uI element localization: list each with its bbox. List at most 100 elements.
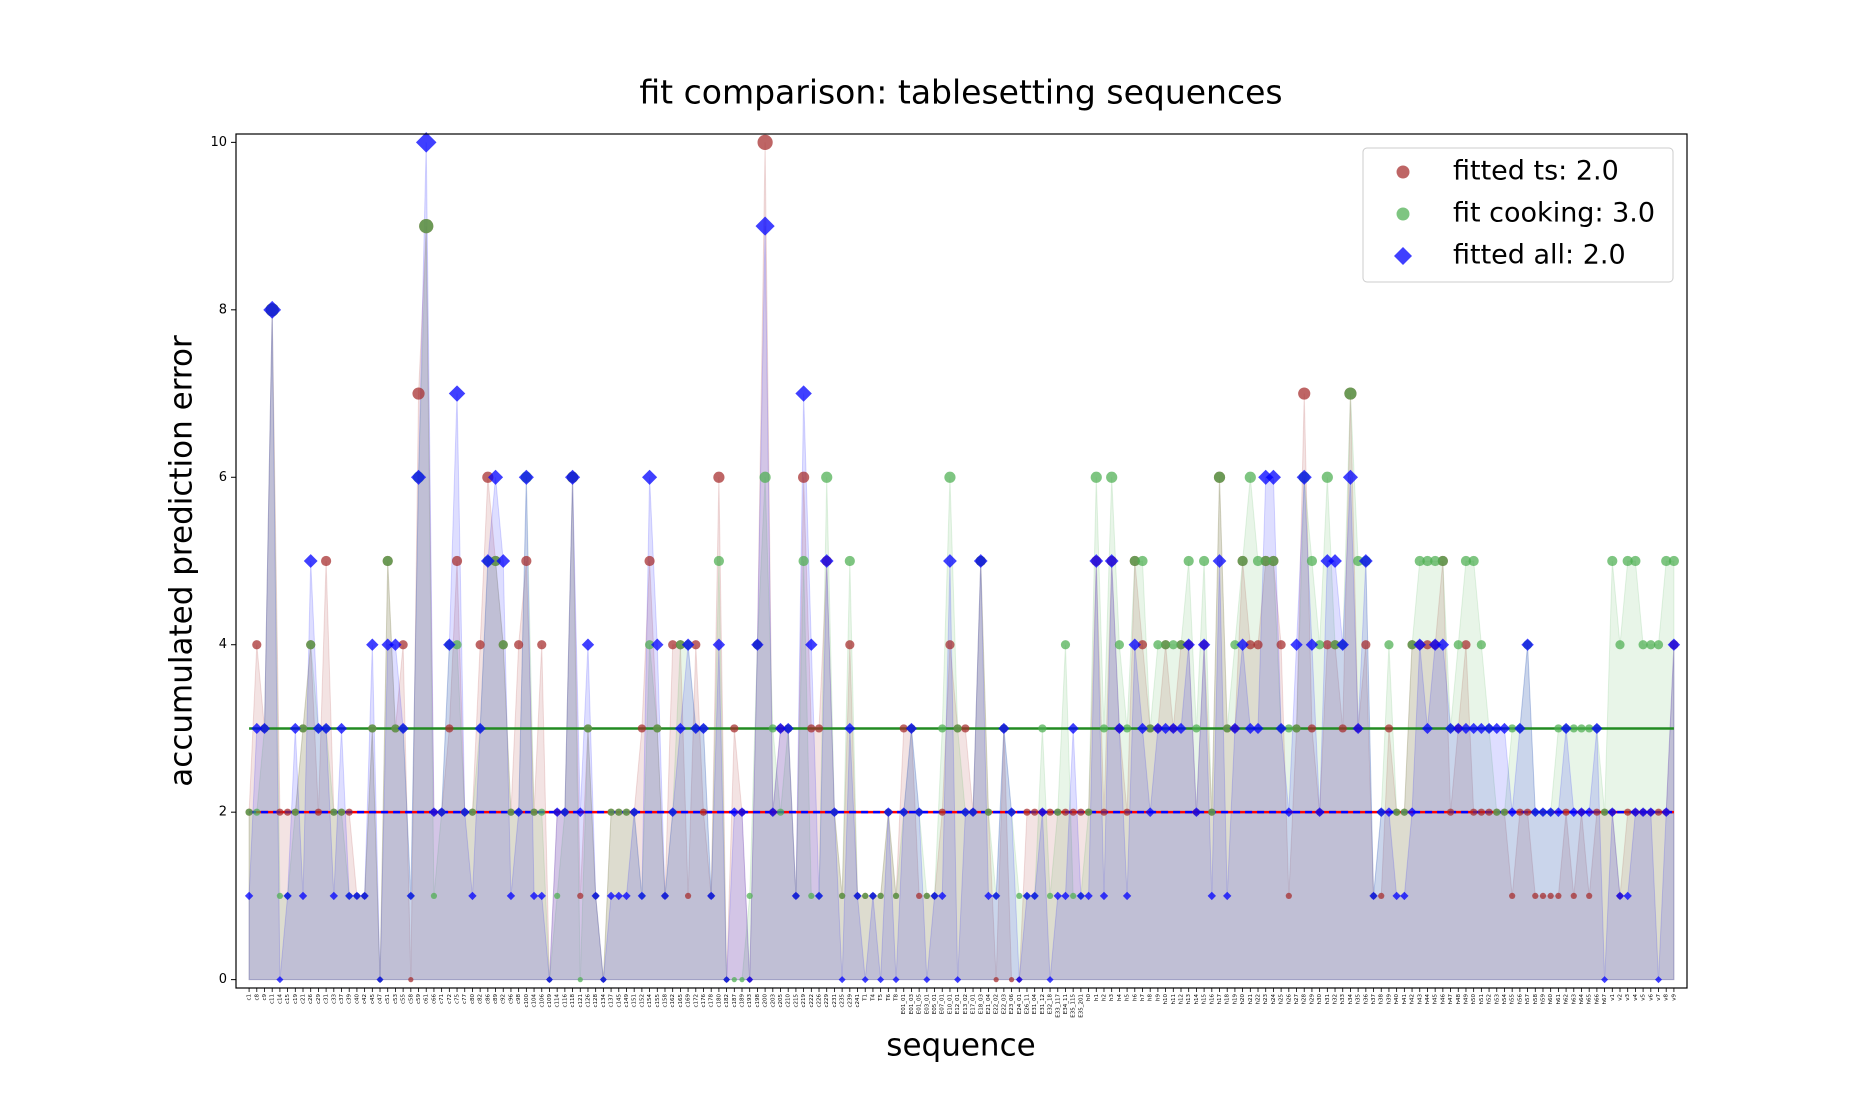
data-point — [263, 300, 282, 319]
data-point — [968, 807, 978, 818]
data-point — [1393, 808, 1401, 816]
data-point — [545, 976, 553, 984]
data-point — [1630, 807, 1641, 818]
x-tick-label: h1 — [1094, 994, 1100, 1001]
data-point — [1023, 808, 1031, 816]
data-point — [1475, 722, 1487, 734]
data-point — [382, 555, 393, 567]
x-tick-label: h22 — [1256, 994, 1262, 1004]
data-point — [1077, 808, 1085, 816]
x-tick-label: c200 — [763, 994, 769, 1008]
data-point — [1031, 808, 1039, 816]
data-point — [1104, 554, 1119, 568]
data-point — [1601, 976, 1609, 984]
x-tick-label: h9 — [1155, 994, 1161, 1001]
legend-marker — [1396, 207, 1410, 221]
x-tick-label: E18_03 — [978, 994, 984, 1015]
x-tick-label: c203 — [770, 994, 776, 1008]
x-tick-label: c89 — [493, 994, 499, 1005]
x-tick-label: E01_01 — [901, 994, 907, 1014]
x-tick-label: c155 — [655, 994, 661, 1008]
data-point — [1607, 555, 1618, 567]
x-tick-label: T6 — [886, 993, 892, 1001]
data-point — [345, 891, 354, 901]
data-point — [391, 724, 400, 733]
y-tick-label: 8 — [219, 302, 227, 317]
data-point — [1290, 638, 1303, 651]
x-tick-label: h28 — [1302, 993, 1308, 1004]
data-point — [838, 976, 846, 984]
data-point — [1600, 808, 1609, 816]
data-point — [1060, 640, 1071, 650]
data-point — [993, 977, 999, 983]
data-point — [1407, 640, 1417, 650]
data-point — [960, 807, 971, 818]
x-tick-label: c198 — [755, 994, 761, 1008]
data-point — [1253, 640, 1263, 650]
x-tick-label: h21 — [1248, 994, 1254, 1004]
data-point — [877, 892, 884, 900]
data-point — [1523, 808, 1532, 816]
x-tick-label: h41 — [1402, 994, 1408, 1004]
data-point — [713, 555, 724, 567]
data-point — [1330, 640, 1340, 650]
data-point — [1638, 807, 1648, 818]
data-point — [943, 554, 957, 568]
data-point — [366, 638, 379, 651]
data-point — [1384, 724, 1394, 733]
data-point — [1191, 807, 1202, 818]
data-point — [577, 977, 583, 983]
data-point — [1084, 891, 1093, 901]
data-point — [412, 387, 425, 400]
data-point — [938, 808, 946, 816]
x-tick-label: c134 — [601, 994, 607, 1008]
data-point — [923, 976, 931, 984]
data-point — [1615, 640, 1625, 650]
data-point — [436, 807, 447, 818]
x-tick-label: E33_117 — [1055, 994, 1061, 1018]
data-point — [1436, 638, 1450, 651]
x-tick-label: c210 — [786, 994, 792, 1008]
data-point — [1275, 722, 1287, 734]
data-point — [1422, 555, 1433, 567]
data-point — [1508, 724, 1517, 733]
x-tick-label: T4 — [870, 993, 876, 1001]
data-point — [276, 808, 284, 816]
data-point — [767, 807, 778, 818]
data-point — [973, 554, 988, 568]
data-point — [795, 385, 812, 402]
data-point — [1315, 640, 1325, 650]
data-point — [1437, 555, 1448, 567]
data-point — [410, 469, 427, 485]
data-point — [1624, 808, 1632, 816]
data-point — [303, 554, 318, 568]
x-tick-label: E23_06 — [1009, 994, 1015, 1015]
x-tick-label: h48 — [1456, 993, 1462, 1004]
data-point — [938, 891, 947, 901]
data-point — [768, 724, 777, 733]
x-tick-label: c1 — [247, 994, 253, 1001]
data-point — [537, 891, 546, 901]
data-point — [1509, 892, 1516, 900]
data-point — [1213, 471, 1226, 483]
data-point — [1137, 640, 1148, 650]
data-point — [1591, 722, 1603, 734]
data-point — [1212, 554, 1227, 568]
data-point — [883, 807, 894, 818]
data-point — [660, 891, 670, 901]
x-tick-label: h7 — [1140, 994, 1146, 1001]
x-tick-label: h13 — [1186, 993, 1192, 1004]
x-tick-label: c80 — [470, 994, 476, 1005]
x-tick-label: c96 — [508, 994, 514, 1005]
data-point — [805, 638, 818, 651]
x-tick-label: h19 — [1232, 993, 1238, 1004]
x-tick-label: c152 — [639, 994, 645, 1008]
data-point — [1569, 724, 1578, 733]
x-tick-label: h17 — [1217, 993, 1223, 1004]
data-point — [1046, 976, 1054, 984]
data-point — [554, 892, 561, 900]
data-point — [1192, 724, 1201, 733]
x-tick-label: h62 — [1564, 994, 1570, 1004]
data-point — [1252, 555, 1264, 567]
data-point — [1414, 555, 1425, 567]
